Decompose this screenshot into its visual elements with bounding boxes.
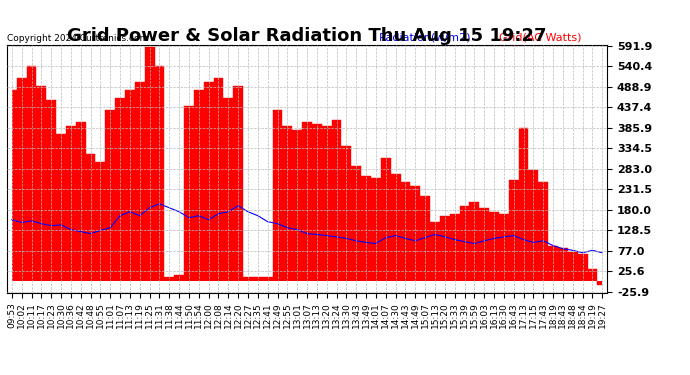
- Text: Radiation(w/m2): Radiation(w/m2): [379, 33, 471, 42]
- Text: Copyright 2024 Curtronics.com: Copyright 2024 Curtronics.com: [7, 33, 148, 42]
- Title: Grid Power & Solar Radiation Thu Aug 15 19:27: Grid Power & Solar Radiation Thu Aug 15 …: [68, 27, 546, 45]
- Text: Grid(AC Watts): Grid(AC Watts): [499, 33, 582, 42]
